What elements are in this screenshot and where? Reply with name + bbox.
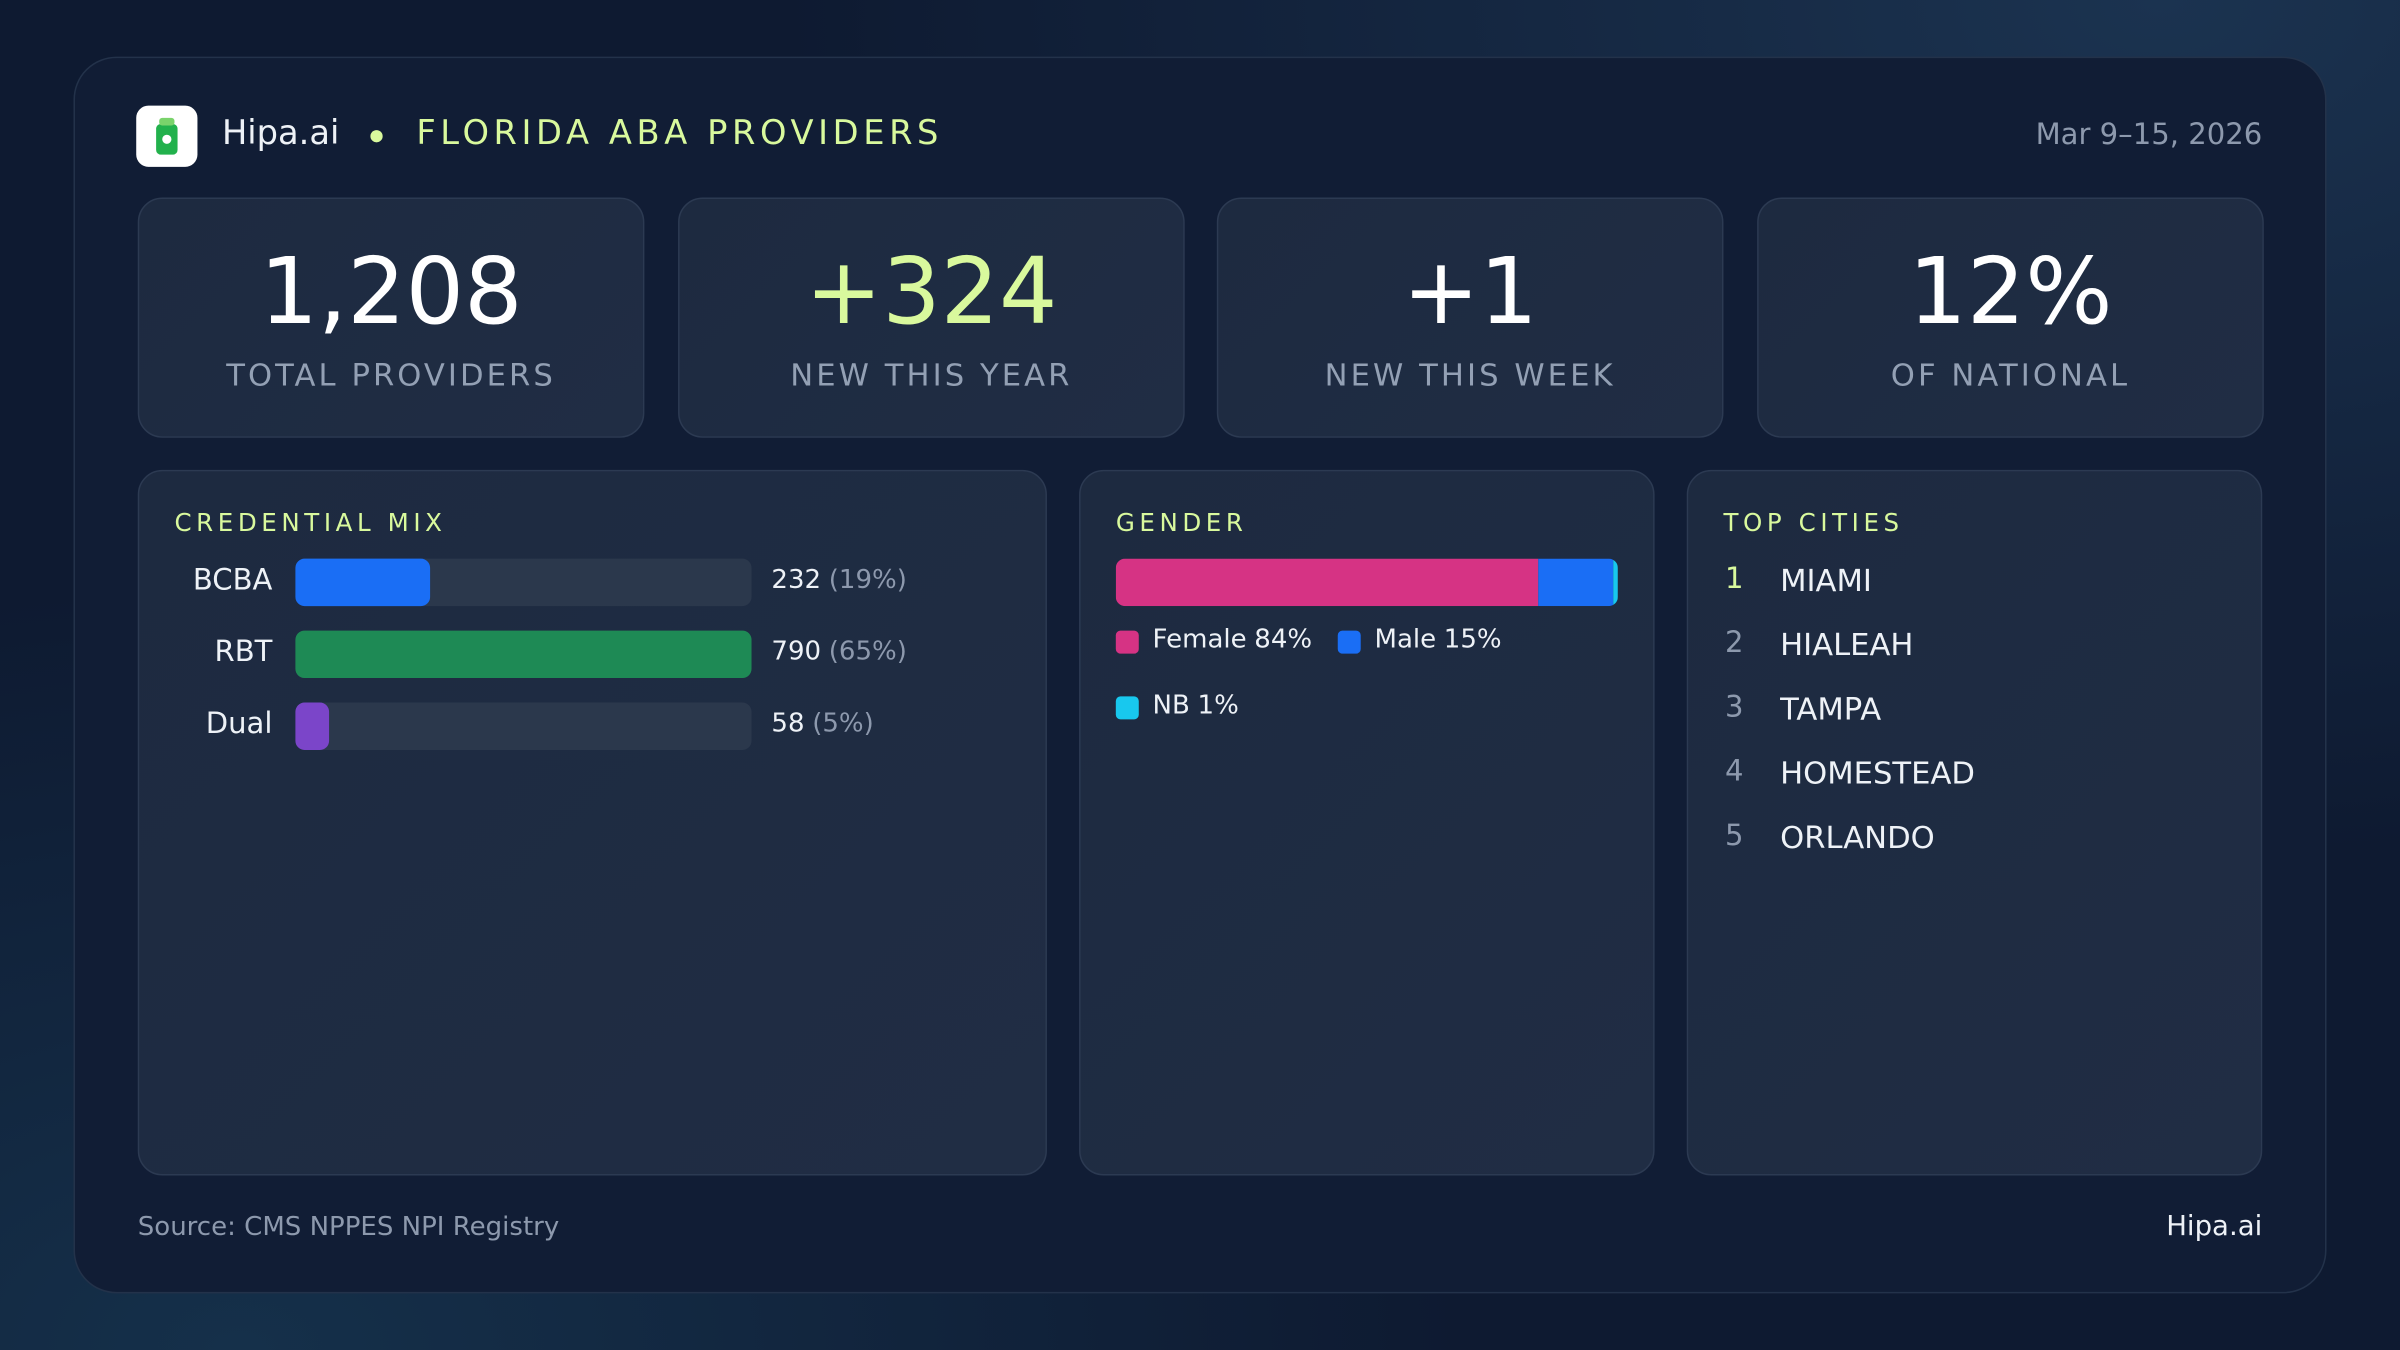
- kpi-label: TOTAL PROVIDERS: [226, 356, 556, 394]
- legend-label: Female 84%: [1153, 624, 1313, 655]
- legend-value: 84%: [1254, 624, 1313, 656]
- bar-segment: [1612, 558, 1618, 607]
- separator: [370, 130, 383, 143]
- kpi-label: OF NATIONAL: [1890, 356, 2131, 394]
- cities-panel: TOP CITIES 1 MIAMI 2 HIALEAH 3 TAMPA 4 HOMESTEA…: [1686, 469, 2263, 1176]
- legend-name: NB: [1152, 690, 1190, 721]
- kpi-value: 1,208: [259, 238, 523, 346]
- city-rank: 2: [1724, 626, 1744, 660]
- legend-swatch: [1337, 630, 1361, 654]
- panel-title: CREDENTIAL MIX: [174, 508, 447, 538]
- logo: [136, 105, 198, 167]
- city-rank: 5: [1724, 818, 1744, 853]
- share: (5%): [812, 708, 874, 740]
- kpi-value: +1: [1402, 238, 1538, 346]
- legend-label: NB 1%: [1153, 690, 1239, 721]
- legend-swatch: [1115, 630, 1139, 654]
- count: 790: [771, 636, 822, 668]
- brand: Hipa.ai: [221, 114, 340, 154]
- city-name: MIAMI: [1780, 561, 1872, 599]
- legend-name: Female: [1152, 624, 1247, 656]
- kpi-value: 12%: [1908, 238, 2113, 346]
- stacked-bar: [1115, 558, 1618, 607]
- panel-title: TOP CITIES: [1723, 508, 1904, 538]
- source: Source: CMS NPPES NPI Registry: [137, 1212, 560, 1243]
- kpi-label: NEW THIS YEAR: [790, 356, 1073, 394]
- logo-icon: [156, 117, 178, 155]
- bar: [295, 630, 752, 679]
- bar: [295, 558, 430, 607]
- bar-track: [295, 702, 752, 750]
- city-rank: 4: [1724, 754, 1744, 789]
- legend-label: Male 15%: [1374, 624, 1501, 655]
- city-name: TAMPA: [1780, 690, 1882, 728]
- page-title: FLORIDA ABA PROVIDERS: [416, 114, 944, 154]
- kpi-card: +1 NEW THIS WEEK: [1216, 197, 1724, 438]
- footer-brand: Hipa.ai: [2166, 1210, 2263, 1243]
- kpi-label: NEW THIS WEEK: [1324, 356, 1616, 394]
- kpi-card: 1,208 TOTAL PROVIDERS: [137, 197, 645, 438]
- city-rank: 1: [1724, 561, 1744, 596]
- legend-swatch: [1115, 696, 1139, 720]
- kpi-card: 12% OF NATIONAL: [1757, 197, 2264, 438]
- bar-value: 58 (5%): [771, 709, 873, 740]
- city-name: HOMESTEAD: [1780, 754, 1975, 792]
- kpi-card: +324 NEW THIS YEAR: [678, 197, 1185, 438]
- legend-value: 15%: [1443, 624, 1502, 656]
- gender-panel: GENDER Female 84% Male 15% NB 1%: [1079, 469, 1655, 1176]
- legend-name: Male: [1374, 624, 1437, 656]
- credential-panel: CREDENTIAL MIX BCBA 232 (19%) RBT 790 (65%) Du…: [137, 469, 1047, 1176]
- date-range: Mar 9–15, 2026: [2035, 117, 2263, 152]
- share: (19%): [828, 564, 907, 596]
- city-rank: 3: [1724, 690, 1744, 724]
- bar-segment: [1115, 558, 1538, 607]
- city-name: ORLANDO: [1780, 818, 1935, 856]
- city-name: HIALEAH: [1780, 626, 1914, 663]
- count: 58: [771, 708, 805, 740]
- bar-value: 790 (65%): [771, 637, 906, 668]
- row-label: BCBA: [192, 563, 273, 597]
- row-label: Dual: [205, 707, 273, 741]
- panel-title: GENDER: [1115, 508, 1248, 538]
- kpi-value: +324: [805, 238, 1058, 346]
- bar-value: 232 (19%): [771, 565, 906, 596]
- count: 232: [771, 564, 822, 596]
- bar: [295, 702, 329, 750]
- bar-segment: [1537, 558, 1613, 607]
- share: (65%): [828, 636, 907, 668]
- row-label: RBT: [214, 635, 273, 669]
- legend-value: 1%: [1197, 690, 1239, 721]
